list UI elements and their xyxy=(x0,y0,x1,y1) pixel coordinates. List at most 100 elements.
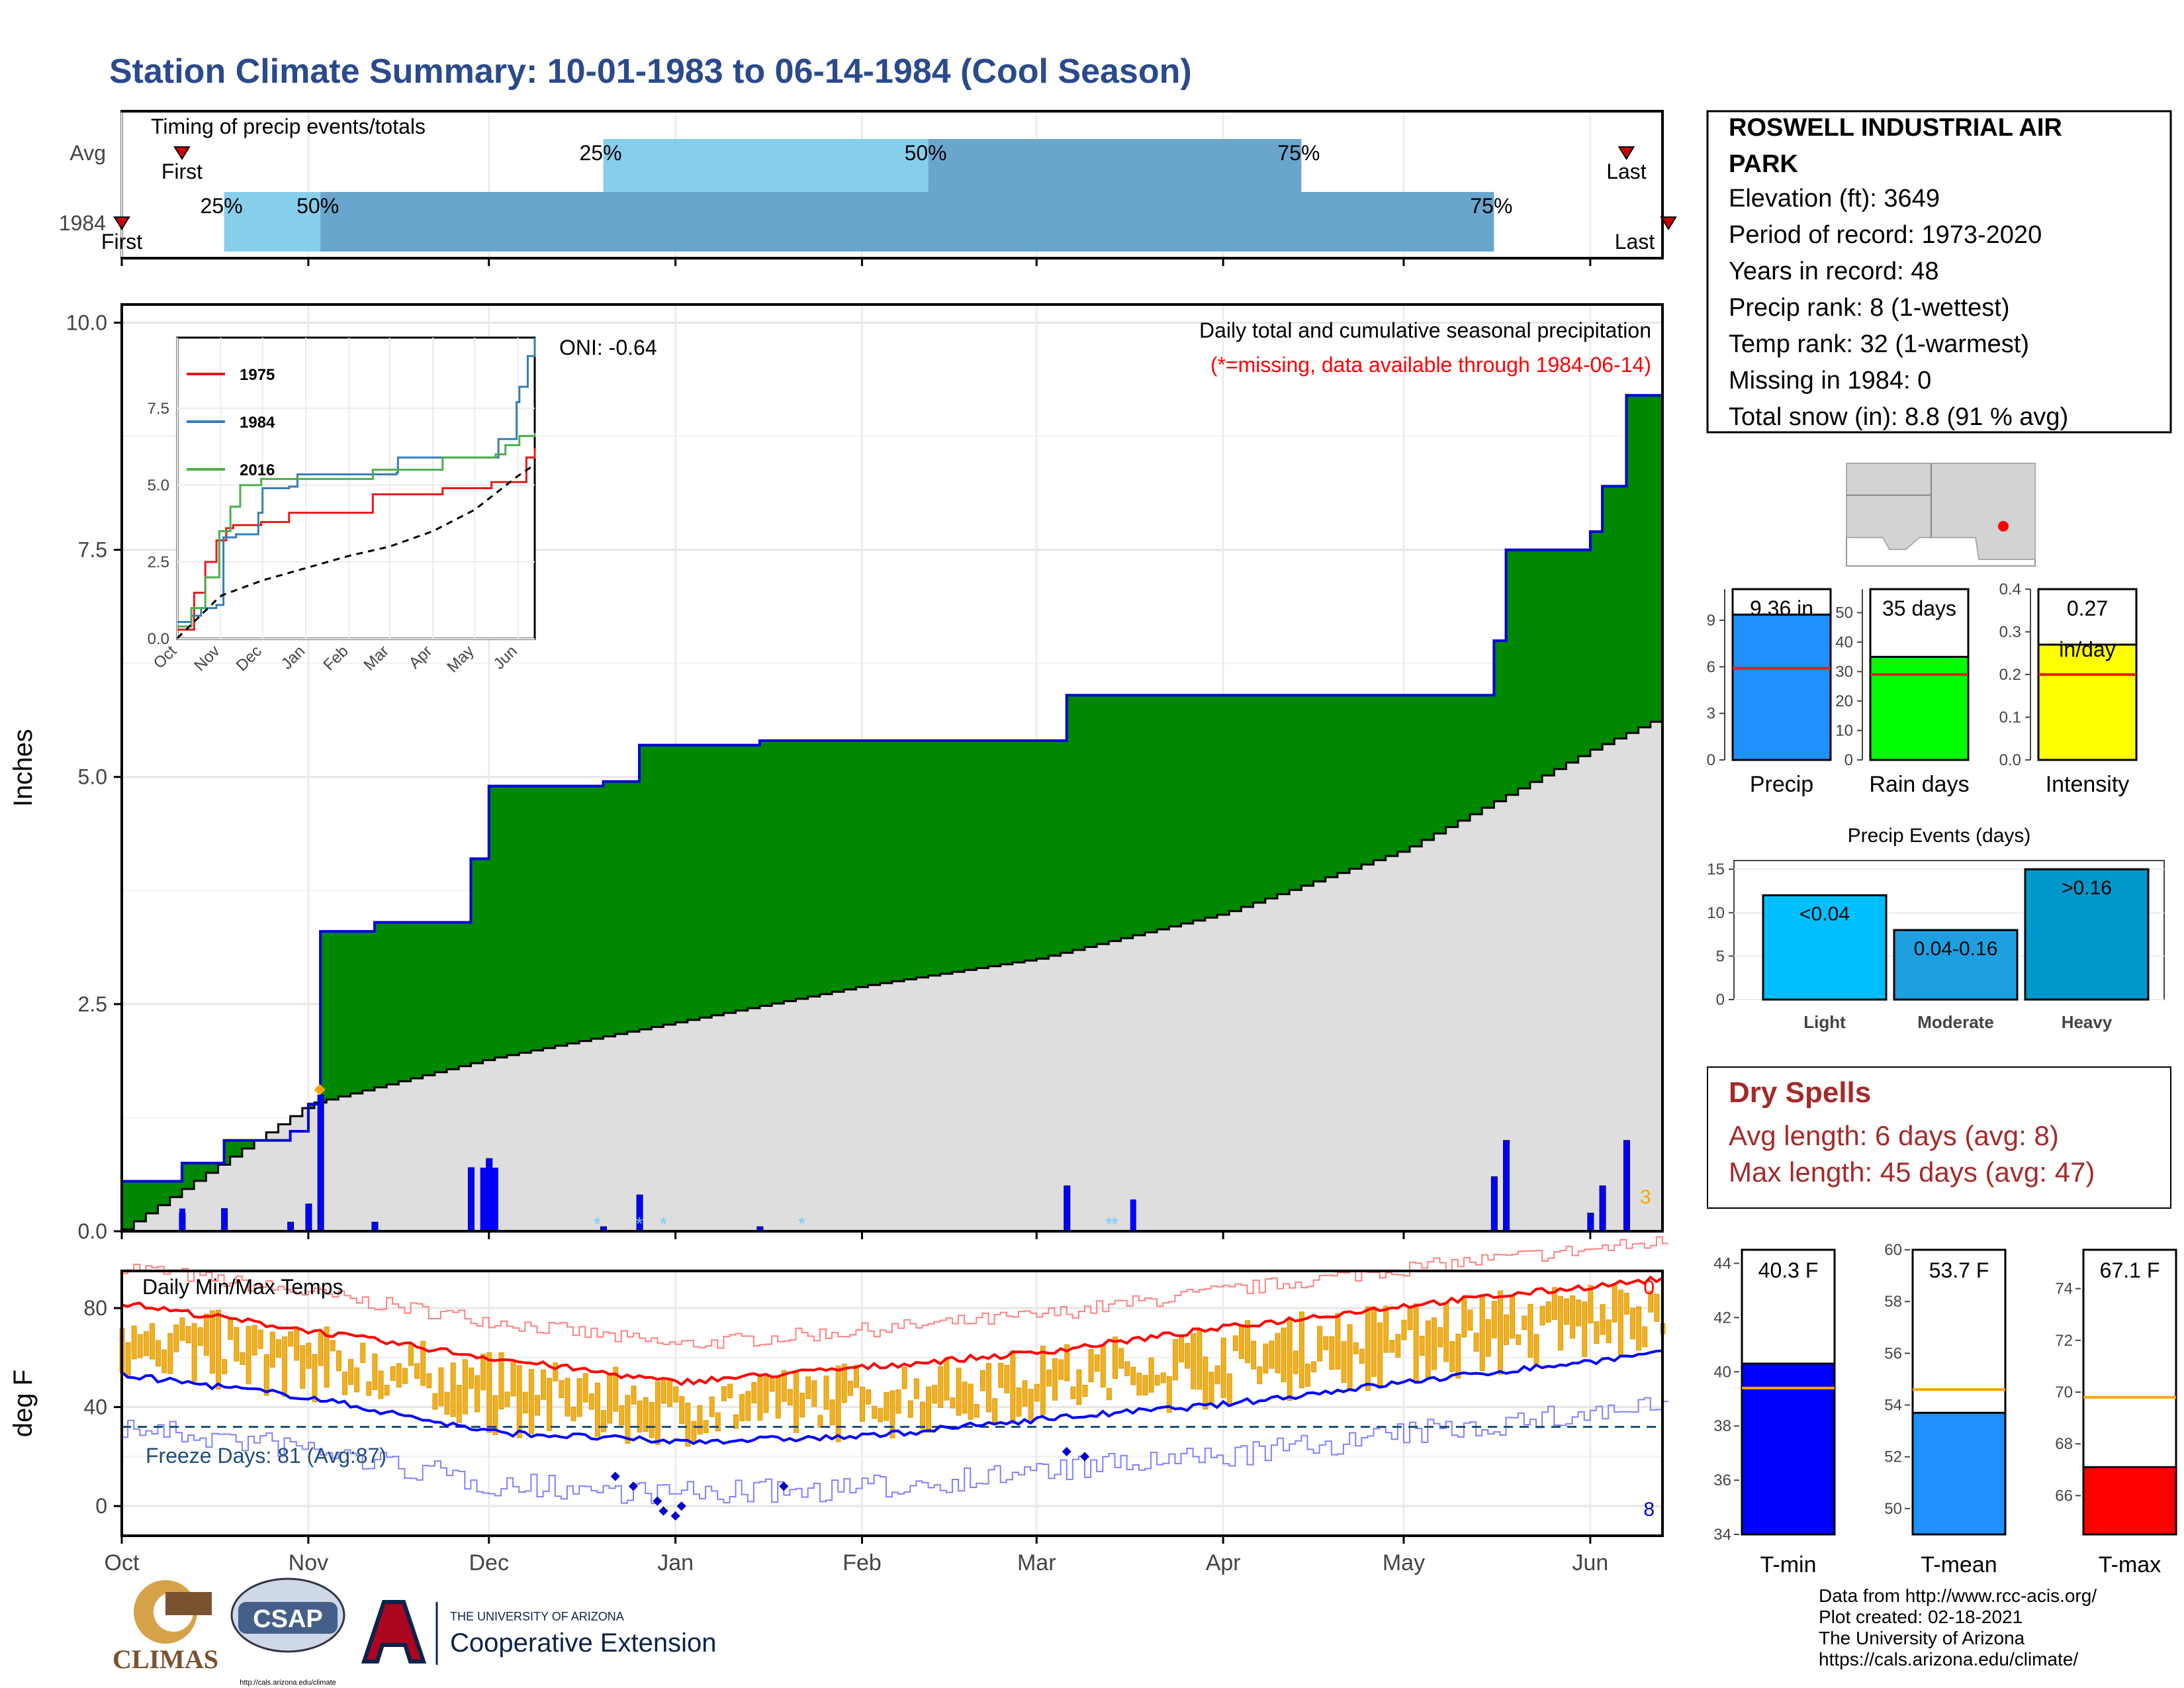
daily-temp-bar xyxy=(1389,1340,1395,1353)
daily-temp-bar xyxy=(769,1378,775,1392)
daily-temp-bar xyxy=(872,1405,878,1419)
climas-text: CLIMAS xyxy=(113,1644,218,1674)
snow-trace-marker: * xyxy=(798,1213,805,1234)
daily-temp-bar xyxy=(1413,1303,1419,1383)
daily-temp-bar xyxy=(125,1342,131,1378)
daily-temp-bar xyxy=(655,1381,660,1445)
credit-line: The University of Arizona xyxy=(1819,1628,2025,1648)
daily-precip-bar xyxy=(1587,1213,1594,1232)
temp-bar-value-label: 67.1 F xyxy=(2100,1258,2160,1282)
daily-temp-bar xyxy=(1594,1321,1600,1344)
daily-temp-bar xyxy=(275,1339,281,1358)
precip-y-axis-label: Inches xyxy=(9,729,38,807)
daily-temp-bar xyxy=(131,1325,137,1360)
temp-bar-tick-label: 60 xyxy=(1884,1241,1902,1259)
daily-temp-bar xyxy=(926,1386,932,1433)
summary-tick-label: 0 xyxy=(1844,751,1853,769)
snow-trace-marker: * xyxy=(1105,1213,1113,1234)
daily-temp-bar xyxy=(613,1366,619,1412)
summary-bar-fill xyxy=(2037,643,2138,761)
summary-tick-label: 0.1 xyxy=(1999,709,2021,727)
timing-title: Timing of precip events/totals xyxy=(151,115,426,138)
daily-temp-bar xyxy=(282,1336,288,1397)
daily-temp-bar xyxy=(1533,1334,1539,1368)
ua-big-text: Cooperative Extension xyxy=(450,1628,716,1658)
daily-temp-bar xyxy=(444,1391,450,1415)
daily-temp-bar xyxy=(660,1378,666,1404)
daily-temp-bar xyxy=(1197,1328,1203,1390)
daily-temp-bar xyxy=(1491,1301,1497,1338)
temp-bar-tick-label: 74 xyxy=(2055,1280,2073,1298)
daily-temp-bar xyxy=(979,1370,985,1391)
daily-temp-bar xyxy=(312,1354,318,1403)
daily-precip-bar xyxy=(1064,1185,1071,1232)
precip-y-tick-label: 2.5 xyxy=(78,992,107,1016)
daily-temp-bar xyxy=(811,1380,817,1407)
snow-trace-marker: * xyxy=(660,1213,667,1234)
daily-temp-bar xyxy=(895,1389,901,1414)
daily-precip-bar xyxy=(1623,1140,1630,1232)
daily-temp-bar xyxy=(1179,1336,1184,1362)
daily-temp-bar xyxy=(1473,1333,1479,1352)
ua-a-icon xyxy=(361,1600,427,1664)
daily-temp-bar xyxy=(1136,1372,1142,1396)
daily-temp-bar xyxy=(835,1365,841,1442)
oni-value: ONI: -0.64 xyxy=(559,336,657,359)
timing-panel: 25% 50% 75% First Last 25% 50% 75% First Last Tim… xyxy=(59,110,1677,266)
daily-temp-bar xyxy=(588,1393,594,1410)
daily-temp-bar xyxy=(745,1391,751,1421)
events-bin-label: 0.04-0.16 xyxy=(1914,938,1998,960)
daily-temp-bar xyxy=(968,1383,974,1420)
cumulative-precip-line xyxy=(122,394,1662,1183)
events-title: Precip Events (days) xyxy=(1848,825,2031,847)
summary-bar-fill xyxy=(1731,613,1832,761)
daily-temp-bar xyxy=(222,1359,228,1374)
credit-line: https://cals.arizona.edu/climate/ xyxy=(1819,1649,2078,1669)
events-tick-label: 10 xyxy=(1707,904,1725,922)
daily-temp-bar xyxy=(156,1340,161,1367)
daily-temp-bar xyxy=(191,1323,197,1382)
inset-y-tick-label: 7.5 xyxy=(148,400,169,418)
daily-temp-bar xyxy=(1425,1320,1431,1378)
daily-temp-bar xyxy=(944,1358,950,1401)
daily-temp-bar xyxy=(1365,1306,1371,1391)
temp-bar-tick-label: 40 xyxy=(1713,1363,1731,1381)
daily-temp-bar xyxy=(414,1363,420,1379)
temp-bar-tick-label: 38 xyxy=(1713,1417,1731,1435)
daily-temp-bar xyxy=(570,1407,576,1421)
daily-temp-bar xyxy=(1485,1319,1491,1357)
daily-temp-bar xyxy=(559,1380,565,1399)
daily-temp-bar xyxy=(1323,1336,1329,1350)
station-info-line: Temp rank: 32 (1-warmest) xyxy=(1729,330,2029,358)
csap-text: CSAP xyxy=(253,1605,323,1633)
temp-bar-tick-label: 44 xyxy=(1713,1254,1731,1272)
daily-temp-bar xyxy=(1010,1350,1016,1424)
daily-temp-bar xyxy=(522,1391,528,1414)
daily-temp-bar xyxy=(341,1372,347,1395)
temp-bar-tick-label: 42 xyxy=(1713,1309,1731,1327)
daily-temp-bar xyxy=(607,1374,613,1424)
daily-temp-bar xyxy=(919,1401,925,1429)
daily-temp-bar xyxy=(269,1331,275,1368)
timing-q50-label: 50% xyxy=(905,141,947,165)
inset-y-tick-label: 2.5 xyxy=(148,553,169,571)
inset-legend-label: 1975 xyxy=(240,366,275,384)
daily-temp-bar xyxy=(516,1365,522,1438)
temp-bar-fill xyxy=(1911,1411,2007,1536)
events-tick-label: 15 xyxy=(1707,861,1725,878)
temp-bar-tick-label: 66 xyxy=(2055,1487,2073,1505)
temps-y-axis-label: deg F xyxy=(9,1370,38,1437)
daily-temp-bar xyxy=(486,1352,492,1433)
temp-bar-tick-label: 58 xyxy=(1884,1293,1902,1311)
daily-temp-bar xyxy=(257,1329,263,1349)
daily-temp-bar xyxy=(456,1385,462,1423)
daily-temp-bar xyxy=(823,1376,829,1410)
daily-temp-bar xyxy=(1564,1298,1569,1325)
dry-frame xyxy=(1707,1066,2171,1209)
daily-temp-bar xyxy=(986,1363,991,1413)
daily-temp-bar xyxy=(576,1378,582,1417)
station-info-line: Total snow (in): 8.8 (91 % avg) xyxy=(1729,403,2068,431)
month-label: Jun xyxy=(1572,1550,1608,1575)
daily-temp-bar xyxy=(1028,1389,1034,1424)
daily-temp-bar xyxy=(1588,1285,1594,1324)
